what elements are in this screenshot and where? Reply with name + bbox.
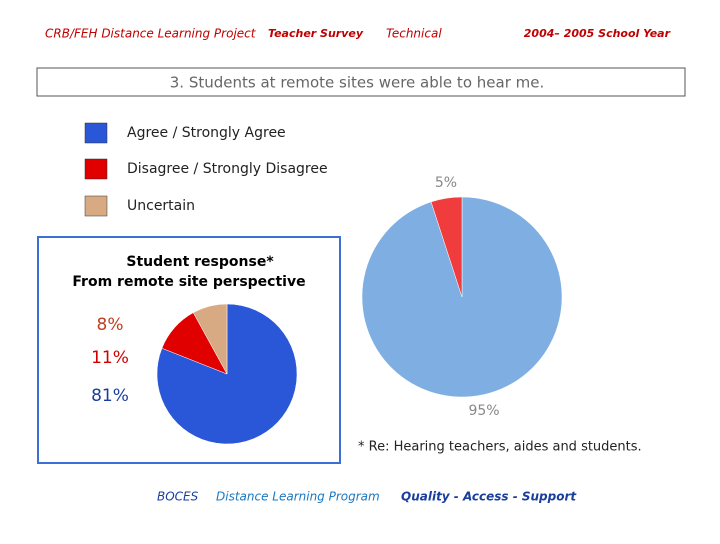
inset-subtitle: From remote site perspective xyxy=(72,274,305,290)
slice-label: 95% xyxy=(468,403,499,419)
legend-label: Agree / Strongly Agree xyxy=(127,125,286,141)
slice-label: 81% xyxy=(91,386,129,406)
legend-swatch xyxy=(84,122,108,144)
header-survey: Teacher Survey xyxy=(268,27,364,40)
footer-program: Distance Learning Program xyxy=(216,490,380,504)
legend-swatch xyxy=(84,195,108,217)
footnote: * Re: Hearing teachers, aides and studen… xyxy=(358,440,642,455)
pie-slice xyxy=(192,303,228,375)
question: 3. Students at remote sites were able to… xyxy=(170,74,544,92)
footer-motto: Quality - Access - Support xyxy=(401,490,577,504)
pie-slice xyxy=(430,196,463,298)
question-box xyxy=(36,67,686,97)
header-project: CRB/FEH Distance Learning Project xyxy=(45,27,257,41)
footer-org: BOCES xyxy=(157,490,199,504)
slice-label: 8% xyxy=(97,315,124,335)
inset-title: Student response* xyxy=(126,254,274,270)
slice-label: 5% xyxy=(435,175,457,191)
legend-label: Uncertain xyxy=(127,198,195,214)
header-section: Technical xyxy=(386,27,442,41)
slice-label: 11% xyxy=(91,348,129,368)
legend-swatch xyxy=(84,158,108,180)
header-year: 2004– 2005 School Year xyxy=(524,27,671,40)
legend-label: Disagree / Strongly Disagree xyxy=(127,161,328,177)
